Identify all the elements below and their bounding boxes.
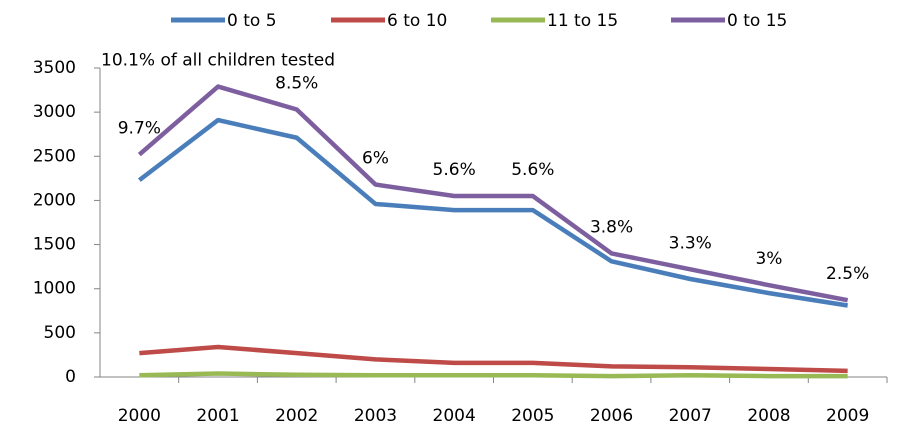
y-tick-label: 1000 (33, 279, 76, 299)
annotation: 8.5% (275, 73, 318, 93)
series-line (139, 371, 848, 379)
annotation: 5.6% (433, 160, 476, 180)
x-tick-label: 2001 (196, 406, 239, 426)
legend-label: 11 to 15 (547, 11, 618, 31)
y-tick-label: 2000 (33, 190, 76, 210)
annotation: 3.3% (669, 233, 712, 253)
y-tick-label: 3500 (33, 58, 76, 78)
annotation: 6% (362, 149, 389, 169)
series-line (137, 117, 848, 308)
x-tick-label: 2000 (118, 406, 161, 426)
y-tick-label: 2500 (33, 146, 76, 166)
annotation: 2.5% (826, 264, 869, 284)
x-tick-label: 2009 (826, 406, 869, 426)
x-tick-label: 2007 (669, 406, 712, 426)
x-tick-label: 2006 (590, 406, 633, 426)
x-tick-label: 2003 (354, 406, 397, 426)
legend-label: 0 to 15 (727, 11, 787, 31)
y-tick-label: 500 (44, 323, 76, 343)
series-line (137, 84, 849, 303)
annotation: 10.1% of all children tested (101, 51, 335, 71)
y-tick-label: 0 (65, 367, 76, 387)
x-tick-label: 2005 (511, 406, 554, 426)
annotation: 9.7% (118, 119, 161, 139)
x-tick-label: 2002 (275, 406, 318, 426)
y-tick-label: 1500 (33, 235, 76, 255)
legend-label: 6 to 10 (387, 11, 447, 31)
legend-label: 0 to 5 (227, 11, 277, 31)
annotation: 3.8% (590, 217, 633, 237)
x-tick-label: 2004 (433, 406, 476, 426)
annotation: 3% (755, 249, 782, 269)
series-line (139, 344, 848, 374)
annotation: 5.6% (511, 160, 554, 180)
x-tick-label: 2008 (747, 406, 790, 426)
y-tick-label: 3000 (33, 102, 76, 122)
